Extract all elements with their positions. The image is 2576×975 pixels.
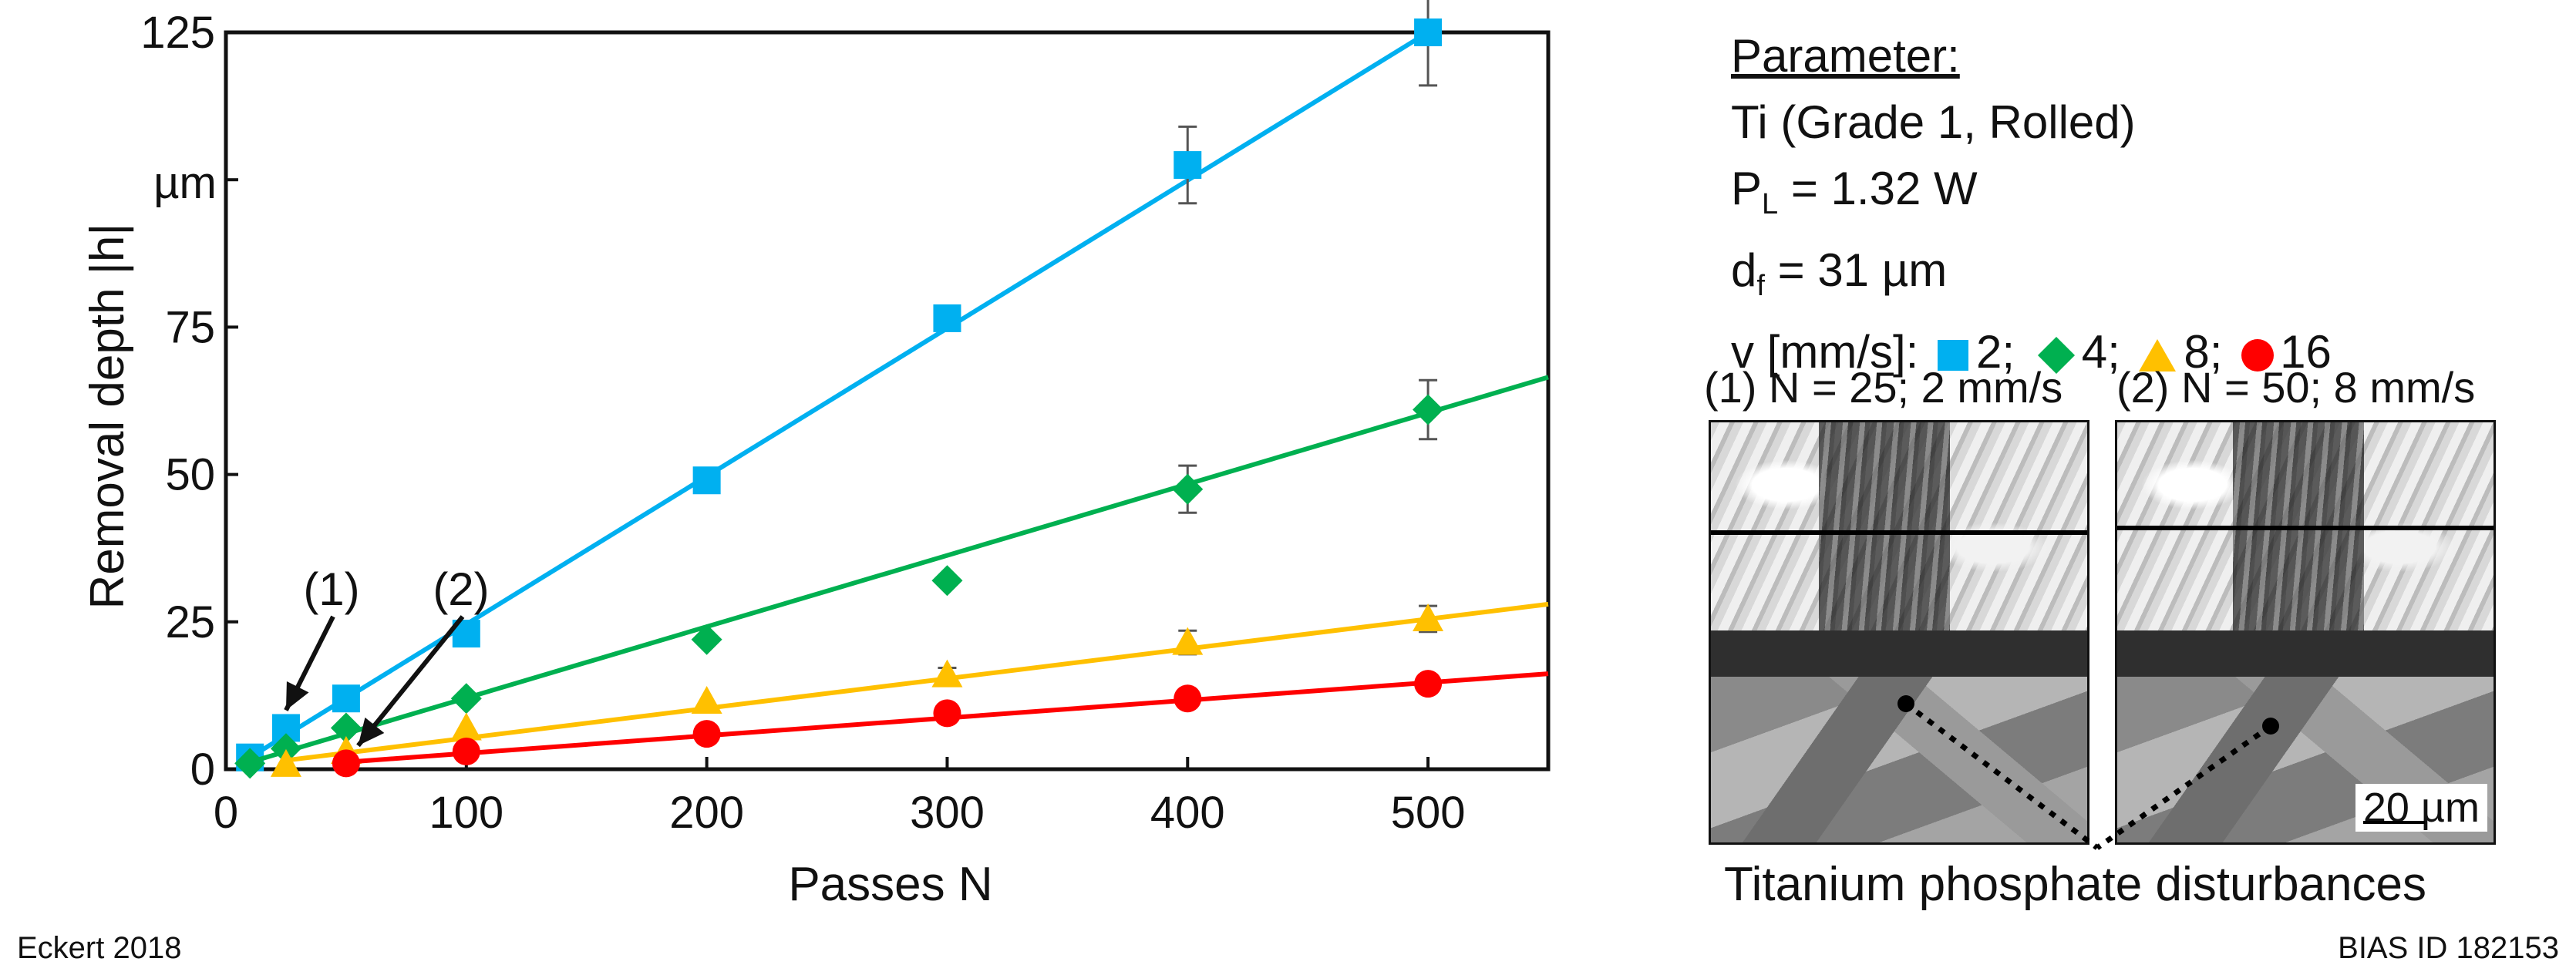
data-point-16 — [933, 699, 961, 728]
x-tick-label: 100 — [429, 788, 503, 838]
plot-area: 0 100 200 300 400 500 0 25 50 75 125 (1) (2) — [140, 0, 1551, 838]
data-point-8 — [270, 748, 301, 777]
data-point-16 — [692, 720, 721, 748]
x-tick-label: 0 — [214, 788, 238, 838]
cross-section-top — [2117, 630, 2494, 677]
data-point-8 — [691, 686, 722, 714]
micrograph-right: 20 µm — [2115, 420, 2496, 845]
section-line — [2117, 526, 2494, 530]
micrograph-right-title: (2) N = 50; 8 mm/s — [2116, 363, 2476, 412]
laser-track — [1819, 422, 1950, 630]
plot-frame — [224, 30, 1551, 772]
y-unit-label: µm — [153, 158, 217, 208]
legend-material: Ti (Grade 1, Rolled) — [1731, 96, 2136, 148]
circle-marker-icon — [2241, 339, 2275, 372]
data-point-4 — [1413, 394, 1444, 425]
data-point-2 — [1414, 18, 1443, 46]
x-tick-label: 400 — [1150, 788, 1225, 838]
y-axis-title: Removal depth |h| — [81, 224, 134, 610]
annotation-label: (2) — [433, 563, 489, 615]
data-point-8 — [450, 712, 482, 741]
y-tick-label: 125 — [140, 8, 215, 58]
micrograph-caption: Titanium phosphate disturbances — [1724, 858, 2427, 911]
legend-heading: Parameter: — [1731, 30, 1960, 82]
data-point-4 — [450, 683, 482, 714]
data-point-16 — [1174, 684, 1202, 713]
y-tick-label: 0 — [190, 745, 215, 795]
annotation-arrowhead — [285, 681, 309, 711]
scale-bar: 20 µm — [2355, 784, 2487, 832]
section-line — [1711, 530, 2087, 535]
disturbance-pointer-right — [2095, 724, 2273, 850]
chart: 0 100 200 300 400 500 0 25 50 75 125 (1) (2) Passes … — [81, 0, 1551, 911]
legend-item-2: 2; — [1937, 319, 2015, 385]
micrograph-left-title: (1) N = 25; 2 mm/s — [1704, 363, 2063, 412]
x-tick-label: 500 — [1391, 788, 1466, 838]
data-point-16 — [1414, 670, 1443, 698]
annotation-arrowhead — [358, 717, 385, 746]
x-axis-title: Passes N — [788, 858, 992, 911]
data-point-8 — [931, 659, 963, 688]
x-tick-label: 300 — [910, 788, 985, 838]
footer-id: BIAS ID 182153 — [2338, 931, 2559, 965]
cross-section-top — [1711, 630, 2087, 677]
y-tick-label: 75 — [165, 302, 215, 352]
square-marker-icon — [1937, 340, 1968, 372]
y-tick-label: 25 — [165, 597, 215, 647]
data-point-8 — [1413, 603, 1444, 631]
footer-author: Eckert 2018 — [17, 931, 182, 965]
annotation-label: (1) — [303, 563, 359, 615]
data-point-4 — [931, 565, 963, 597]
micrograph-left — [1709, 420, 2089, 845]
y-tick-label: 50 — [165, 450, 215, 500]
x-tick-label: 200 — [669, 788, 744, 838]
triangle-marker-icon — [2139, 339, 2177, 372]
legend-velocity-label: v [mm/s]: — [1731, 326, 1919, 378]
data-point-16 — [332, 749, 360, 778]
data-point-4 — [691, 624, 722, 655]
data-point-4 — [1172, 473, 1204, 505]
scale-bar-line — [2362, 821, 2425, 824]
data-point-4 — [270, 733, 301, 765]
disturbance-pointer-left — [1904, 701, 2100, 850]
legend-item-16: 16 — [2241, 319, 2332, 385]
annotation-arrow — [356, 615, 465, 748]
legend-focus: df = 31 µm — [1731, 244, 1948, 302]
data-point-2 — [692, 466, 721, 495]
data-point-4 — [234, 748, 266, 779]
data-point-2 — [1174, 151, 1202, 180]
legend-item-4: 4; — [2034, 319, 2120, 385]
legend-power: PL = 1.32 W — [1731, 163, 1978, 220]
legend-velocity: v [mm/s]: 2; 4; 8; 16 — [1731, 319, 2332, 385]
data-point-4 — [330, 712, 362, 744]
data-point-2 — [332, 684, 360, 713]
data-point-16 — [452, 738, 480, 766]
fit-line-8 — [285, 601, 1549, 763]
legend-item-8: 8; — [2139, 319, 2222, 385]
data-point-2 — [933, 304, 961, 332]
data-point-8 — [1172, 627, 1204, 655]
parameter-legend: Parameter: Ti (Grade 1, Rolled) PL = 1.3… — [1731, 23, 2332, 385]
